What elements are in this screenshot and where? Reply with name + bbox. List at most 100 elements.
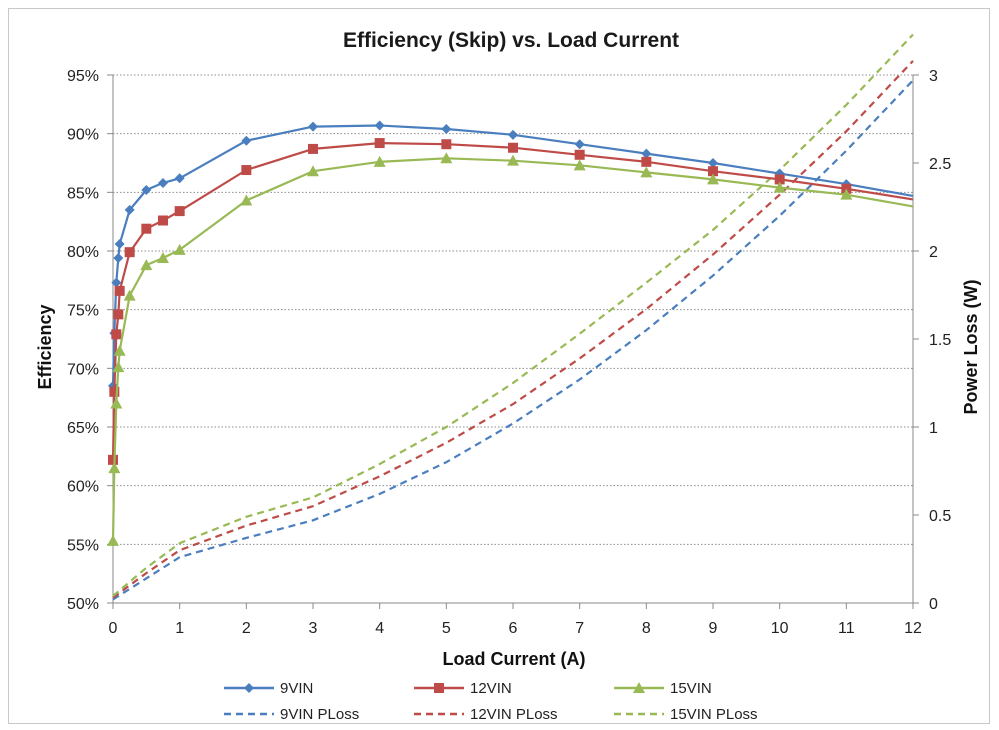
x-tick-label: 5 (442, 620, 451, 637)
data-point-12vin (241, 165, 252, 176)
data-point-12vin (108, 454, 118, 465)
data-point-9vin (114, 238, 125, 249)
legend-marker (244, 683, 254, 693)
x-tick-label: 11 (838, 620, 855, 637)
y2-tick-label: 3 (929, 68, 938, 85)
data-point-15vin (640, 166, 653, 178)
series-9vin-ploss (112, 79, 914, 601)
x-tick-label: 4 (375, 620, 384, 637)
data-point-15vin (840, 188, 853, 200)
data-point-12vin (308, 143, 318, 154)
y-tick-label: 60% (67, 479, 99, 496)
x-tick-label: 2 (242, 620, 251, 637)
data-point-12vin (124, 247, 135, 258)
x-tick-label: 3 (309, 620, 318, 637)
data-point-15vin (707, 173, 719, 185)
x-tick-label: 8 (642, 620, 651, 637)
data-point-9vin (641, 148, 652, 159)
data-point-15vin (440, 152, 453, 164)
y-tick-label: 90% (67, 127, 99, 144)
x-tick-label: 10 (771, 620, 789, 637)
data-point-12vin (141, 223, 152, 234)
data-point-12vin (158, 215, 168, 226)
legend-marker (434, 683, 444, 693)
y-tick-label: 85% (67, 185, 99, 202)
data-point-15vin (307, 165, 319, 177)
series-line-15vin (111, 157, 914, 541)
y2-axis-title: Power Loss (W) (961, 279, 981, 414)
x-tick-label: 0 (109, 620, 118, 637)
legend-item-12vin-ploss: 12VIN PLoss (414, 706, 558, 723)
legend-marker (633, 682, 645, 693)
y2-tick-label: 0 (929, 596, 938, 613)
data-point-12vin (114, 285, 125, 296)
series-line-15vin-ploss (112, 33, 914, 597)
legend-label: 12VIN (470, 680, 512, 697)
x-tick-label: 9 (709, 620, 718, 637)
series-line-12vin (111, 142, 914, 460)
data-point-12vin (374, 138, 385, 149)
series-layer (107, 33, 914, 601)
x-tick-label: 6 (509, 620, 518, 637)
data-point-15vin (773, 181, 786, 193)
data-point-9vin (574, 139, 585, 150)
y-tick-label: 50% (67, 596, 99, 613)
series-12vin-ploss (112, 60, 914, 599)
y-tick-label: 80% (67, 244, 99, 261)
data-point-9vin (141, 184, 152, 195)
data-point-12vin (174, 206, 185, 217)
data-point-9vin (708, 158, 718, 168)
data-point-9vin (241, 135, 252, 146)
legend-item-15vin-ploss: 15VIN PLoss (614, 706, 758, 723)
data-point-15vin (240, 194, 253, 206)
data-point-15vin (573, 159, 586, 171)
legend-item-9vin: 9VIN (224, 680, 313, 697)
chart-frame: Efficiency (Skip) vs. Load Current 0 1 2 3 4… (8, 8, 990, 724)
y-axis-title: Efficiency (35, 304, 55, 389)
data-point-12vin (109, 386, 120, 397)
y2-tick-label: 1 (929, 420, 938, 437)
data-point-9vin (124, 204, 135, 215)
legend: 9VIN 12VIN 15VIN 9VIN PLoss 12VIN PLoss 15VIN… (224, 680, 758, 723)
x-tick-label: 7 (575, 620, 584, 637)
legend-label: 9VIN PLoss (280, 706, 359, 723)
data-point-15vin (108, 462, 121, 474)
series-line-12vin-ploss (112, 60, 914, 599)
data-point-12vin (441, 139, 452, 150)
y-tick-label: 95% (67, 68, 99, 85)
data-point-9vin (374, 120, 385, 131)
series-line-9vin-ploss (112, 79, 914, 601)
chart-title: Efficiency (Skip) vs. Load Current (343, 29, 679, 52)
legend-label: 9VIN (280, 680, 313, 697)
x-tick-label: 1 (175, 620, 184, 637)
legend-label: 15VIN (670, 680, 712, 697)
y2-tick-label: 0.5 (929, 508, 951, 525)
tick-labels: 0 1 2 3 4 5 6 7 8 9 10 11 1250%55%60%65%70%75%80%85%… (67, 68, 951, 637)
data-point-12vin (774, 174, 785, 185)
data-point-15vin (373, 155, 386, 167)
data-point-12vin (641, 156, 652, 167)
data-point-12vin (113, 309, 124, 320)
data-point-9vin (508, 129, 518, 140)
y-tick-label: 55% (67, 537, 99, 554)
data-point-9vin (174, 173, 185, 184)
y2-tick-label: 2.5 (929, 156, 951, 173)
data-point-15vin (113, 344, 126, 356)
legend-label: 15VIN PLoss (670, 706, 758, 723)
data-point-12vin (111, 329, 122, 340)
series-15vin-ploss (112, 33, 914, 597)
data-point-12vin (508, 142, 518, 153)
data-point-12vin (708, 166, 718, 177)
legend-label: 12VIN PLoss (470, 706, 558, 723)
data-point-12vin (574, 149, 585, 160)
legend-item-15vin: 15VIN (614, 680, 712, 697)
data-point-9vin (441, 123, 452, 134)
data-point-15vin (110, 397, 123, 409)
data-point-9vin (308, 121, 318, 132)
data-point-9vin (113, 253, 124, 264)
series-15vin (107, 152, 914, 546)
data-point-15vin (140, 259, 153, 271)
data-point-15vin (507, 154, 519, 166)
y-tick-label: 65% (67, 420, 99, 437)
legend-item-9vin-ploss: 9VIN PLoss (224, 706, 359, 723)
